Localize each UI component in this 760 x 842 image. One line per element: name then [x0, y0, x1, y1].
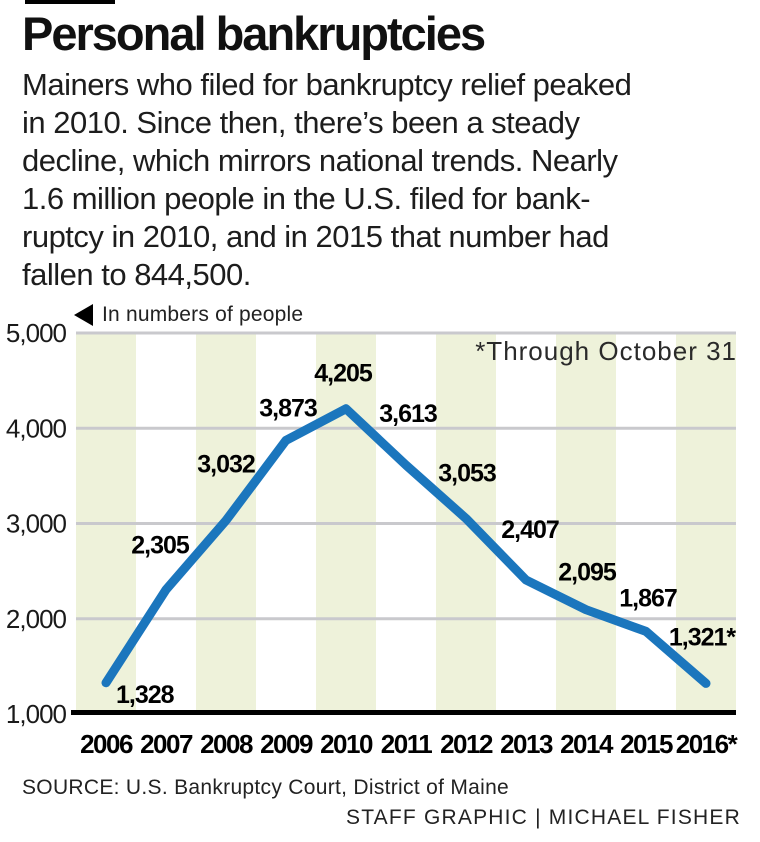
x-tick-label: 2014 [560, 729, 614, 759]
point-label: 4,205 [314, 360, 373, 388]
point-label: 1,867 [619, 584, 677, 612]
x-tick-label: 2008 [200, 729, 253, 759]
y-tick-label: 3,000 [6, 509, 67, 539]
arrow-left-icon [74, 304, 93, 326]
point-label: 3,053 [438, 459, 496, 487]
x-tick-label: 2006 [80, 729, 133, 759]
x-tick-label: 2012 [440, 729, 493, 759]
unit-legend: In numbers of people [74, 303, 303, 327]
intro-line: decline, which mirrors national trends. … [22, 143, 618, 178]
bankruptcies-line-chart: 5,000 4,000 3,000 2,000 1,000 1,328 2,305 3,032… [6, 318, 740, 759]
data-line [101, 404, 711, 688]
point-label: 1,321* [669, 623, 737, 651]
point-label: 3,873 [259, 394, 317, 422]
intro-line: fallen to 844,500. [22, 257, 251, 292]
y-tick-label: 2,000 [6, 604, 67, 634]
unit-legend-label: In numbers of people [102, 303, 304, 326]
intro-line: in 2010. Since then, there’s been a stea… [22, 105, 580, 140]
x-tick-label: 2015 [620, 729, 673, 759]
page-title: Personal bankruptcies [22, 7, 486, 60]
point-label: 3,613 [379, 400, 437, 428]
point-label: 1,328 [116, 681, 175, 709]
x-tick-label: 2016* [676, 729, 739, 759]
chart-annotation: *Through October 31 [475, 336, 737, 366]
intro-line: 1.6 million people in the U.S. filed for… [22, 181, 591, 216]
y-tick-label: 5,000 [6, 318, 67, 348]
intro-line: ruptcy in 2010, and in 2015 that number … [22, 219, 609, 254]
intro-line: Mainers who filed for bankruptcy relief … [22, 67, 632, 102]
point-label: 2,407 [501, 516, 559, 544]
point-label: 2,305 [131, 532, 190, 560]
source-line: SOURCE: U.S. Bankruptcy Court, District … [22, 776, 510, 799]
point-label: 2,095 [558, 559, 617, 587]
chart-area: 5,000 4,000 3,000 2,000 1,000 1,328 2,305 3,032… [0, 300, 760, 765]
y-tick-label: 1,000 [6, 699, 67, 729]
x-tick-label: 2011 [381, 729, 432, 759]
point-label: 3,032 [197, 450, 255, 478]
y-tick-label: 4,000 [6, 413, 67, 443]
x-tick-label: 2007 [140, 729, 193, 759]
x-tick-label: 2013 [500, 729, 553, 759]
intro-text: Mainers who filed for bankruptcy relief … [22, 66, 752, 294]
credit-line: STAFF GRAPHIC | MICHAEL FISHER [346, 806, 741, 829]
x-tick-label: 2010 [320, 729, 373, 759]
top-rule [25, 0, 115, 4]
x-tick-label: 2009 [260, 729, 313, 759]
